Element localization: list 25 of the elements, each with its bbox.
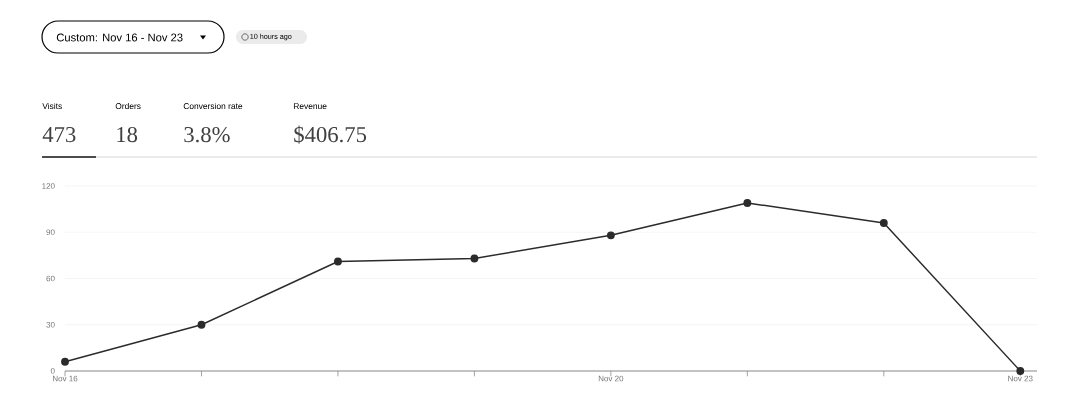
point [334, 257, 342, 266]
text: 473 [42, 126, 76, 143]
x-tick-label: Nov 16 [52, 375, 78, 382]
point [879, 219, 888, 227]
x-tick-label: Nov 20 [598, 375, 624, 382]
y-tick-label: 90 [46, 229, 55, 236]
text: Conversion rate [183, 102, 243, 110]
text: Visits [42, 102, 62, 110]
text: Orders [115, 102, 141, 110]
y-tick-label: 0 [50, 368, 55, 374]
text: Revenue [293, 103, 327, 110]
point [197, 320, 206, 329]
text: Custom: Nov 16 - Nov 23 [56, 33, 183, 42]
y-tick-label: 30 [46, 321, 55, 328]
text: 18 [117, 126, 138, 143]
x-tick-label: Nov 23 [1008, 375, 1033, 382]
y-tick-label: 120 [42, 183, 55, 189]
point [606, 231, 615, 240]
text: $406.75 [294, 125, 367, 144]
point [743, 199, 752, 207]
y-tick-label: 60 [46, 275, 55, 282]
point [61, 357, 69, 366]
point [470, 254, 479, 263]
point [1016, 367, 1025, 375]
text: 3.8% [184, 126, 230, 143]
